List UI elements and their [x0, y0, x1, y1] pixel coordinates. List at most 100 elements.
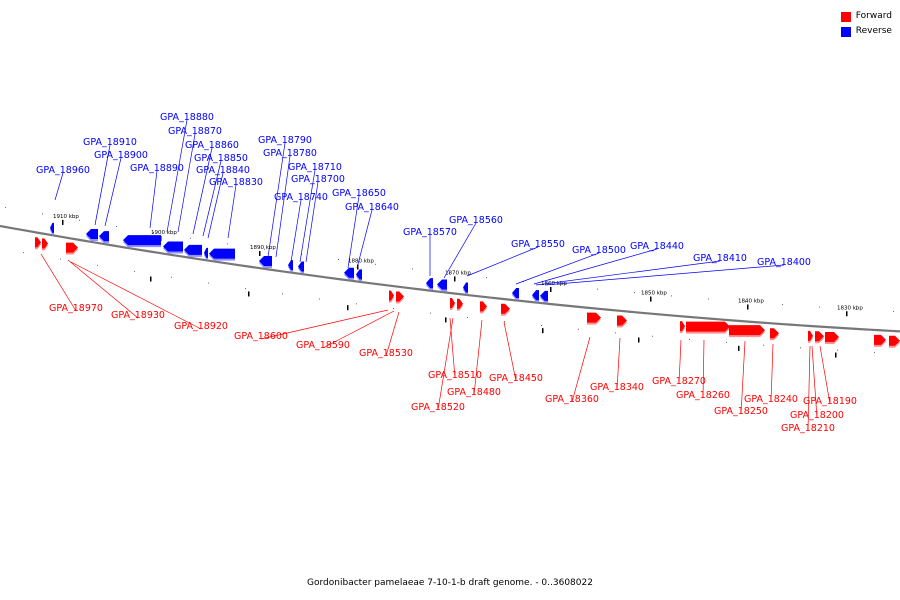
legend: Forward Reverse [840, 9, 892, 39]
guide-dot [412, 268, 413, 270]
forward-gene-arrow [450, 297, 455, 308]
guide-dot [708, 298, 709, 300]
reverse-gene-arrow [259, 256, 272, 267]
forward-gene-arrow [729, 325, 765, 336]
gene-leader-line [290, 199, 302, 263]
tick-label: 1830 kbp [837, 305, 863, 311]
forward-gene-arrow [874, 334, 886, 345]
gene-leader-line [207, 172, 224, 239]
reverse-gene-arrow [50, 222, 54, 233]
guide-dot [5, 206, 6, 208]
guide-dot [893, 310, 894, 312]
tick-label: 1900 kbp [151, 230, 177, 236]
gene-label: GPA_18560 [449, 215, 503, 226]
guide-dot [190, 237, 191, 239]
gene-leader-line [443, 222, 477, 279]
guide-dot [171, 276, 172, 278]
reverse-gene-arrow [532, 290, 539, 301]
legend-reverse-swatch [840, 26, 851, 37]
guide-dot [578, 328, 579, 330]
guide-dot [116, 225, 117, 227]
gene-label: GPA_18440 [630, 241, 684, 252]
gene-leader-line [702, 339, 705, 399]
gene-label: GPA_18410 [693, 253, 747, 264]
guide-dot [153, 231, 154, 233]
tick-label: 1840 kbp [738, 299, 764, 305]
guide-dot [782, 304, 783, 306]
guide-dot [23, 252, 24, 254]
reverse-gene-arrow [426, 278, 433, 289]
gene-leader-line [571, 336, 591, 403]
gene-leader-line [535, 260, 721, 286]
forward-gene-arrow [686, 321, 730, 332]
gene-leader-line [166, 119, 188, 233]
reverse-gene-arrow [298, 261, 304, 272]
gene-label: GPA_18190 [803, 396, 857, 407]
gene-leader-line [192, 147, 213, 235]
gene-leader-line [104, 157, 122, 227]
guide-dot [652, 335, 653, 337]
forward-gene-arrow [808, 330, 813, 341]
forward-gene-arrow [680, 321, 685, 332]
guide-dot [726, 341, 727, 343]
gene-label: GPA_18880 [160, 112, 214, 123]
tick-label: 1910 kbp [53, 214, 79, 220]
guide-dot [615, 332, 616, 334]
gene-leader-line [533, 248, 658, 285]
gene-label: GPA_18530 [359, 348, 413, 359]
gene-label: GPA_18930 [111, 310, 165, 321]
forward-gene-arrow [587, 312, 601, 323]
gene-leader-line [466, 246, 539, 277]
gene-label: GPA_18270 [652, 376, 706, 387]
gene-leader-line [70, 261, 202, 330]
gene-label: GPA_18870 [168, 126, 222, 137]
guide-dot [634, 292, 635, 294]
gene-label: GPA_18450 [489, 373, 543, 384]
tick-mark-upper [550, 286, 552, 292]
guide-dot [375, 263, 376, 265]
gene-label: GPA_18360 [545, 394, 599, 405]
gene-label: GPA_18860 [185, 140, 239, 151]
reverse-gene-arrow [123, 235, 161, 246]
gene-label: GPA_18970 [49, 303, 103, 314]
gene-label: GPA_18520 [411, 402, 465, 413]
gene-label: GPA_18840 [196, 165, 250, 176]
guide-dot [837, 349, 838, 351]
gene-label: GPA_18650 [332, 188, 386, 199]
tick-mark-upper [357, 264, 359, 270]
forward-gene-arrow [770, 328, 779, 339]
gene-label: GPA_18210 [781, 423, 835, 434]
gene-leader-line [40, 253, 77, 312]
gene-label: GPA_18260 [676, 390, 730, 401]
guide-dot [449, 272, 450, 274]
tick-mark-lower [638, 337, 640, 343]
gene-leader-line [616, 337, 621, 391]
guide-dot [856, 308, 857, 310]
gene-label: GPA_18920 [174, 321, 228, 332]
gene-leader-line [347, 195, 360, 269]
gene-leader-line [177, 133, 196, 233]
legend-reverse-label: Reverse [855, 26, 892, 36]
gene-leader-line [437, 317, 454, 411]
forward-gene-arrow [35, 237, 41, 248]
reverse-gene-arrow [86, 229, 98, 240]
gene-label: GPA_18570 [403, 227, 457, 238]
gene-label: GPA_18710 [288, 162, 342, 173]
gene-leader-line [54, 172, 64, 201]
gene-label: GPA_18640 [345, 202, 399, 213]
gene-label: GPA_18830 [209, 177, 263, 188]
guide-dot [282, 293, 283, 295]
gene-leader-line [385, 311, 400, 357]
gene-leader-line [267, 142, 286, 258]
gene-label: GPA_18740 [274, 192, 328, 203]
guide-dot [467, 316, 468, 318]
tick-mark-lower [738, 345, 740, 351]
guide-dot [541, 325, 542, 327]
tick-mark-upper [747, 304, 749, 310]
tick-label: 1880 kbp [348, 258, 374, 264]
gene-label: GPA_18790 [258, 135, 312, 146]
guide-dot [393, 308, 394, 310]
guide-dot [227, 243, 228, 245]
reverse-gene-arrow [209, 248, 235, 259]
